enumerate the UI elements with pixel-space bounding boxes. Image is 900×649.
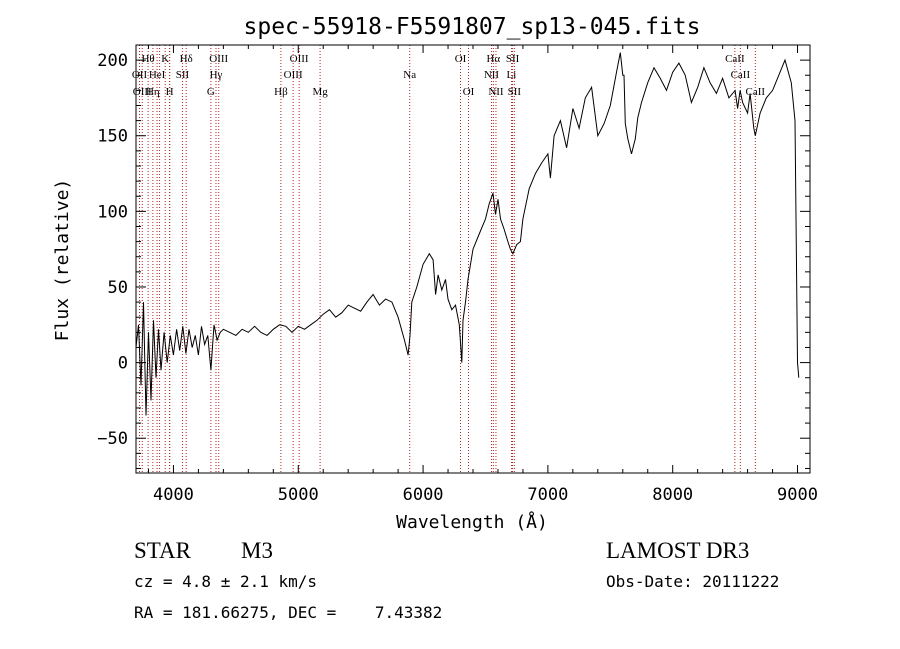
line-marker-label: NII bbox=[488, 86, 504, 98]
survey-name: LAMOST DR3 bbox=[606, 538, 750, 563]
line-marker-label: CaII bbox=[731, 69, 751, 81]
x-axis-label: Wavelength (Å) bbox=[396, 511, 548, 533]
line-marker-label: Na bbox=[403, 69, 416, 81]
x-tick-label: 5000 bbox=[278, 485, 319, 505]
chart-title: spec-55918-F5591807_sp13-045.fits bbox=[244, 14, 701, 40]
y-axis: −50 0 50 100 150 200 bbox=[97, 44, 810, 469]
line-marker-label: H bbox=[166, 86, 174, 98]
line-marker-label: CaII bbox=[746, 86, 766, 98]
x-tick-label: 9000 bbox=[777, 485, 818, 505]
line-marker-label: CaII bbox=[725, 53, 745, 65]
line-marker-label: NII bbox=[484, 69, 500, 81]
line-marker-label: Hα bbox=[486, 53, 500, 65]
line-marker-label: SII bbox=[508, 86, 522, 98]
line-marker-label: OIII bbox=[209, 53, 228, 65]
line-marker-label: OIII bbox=[290, 53, 309, 65]
line-markers bbox=[138, 45, 756, 473]
line-marker-label: HeI bbox=[149, 69, 166, 81]
y-tick-label: 100 bbox=[97, 202, 128, 222]
x-tick-label: 8000 bbox=[652, 485, 693, 505]
y-tick-label: 50 bbox=[108, 278, 128, 298]
line-marker-label: G bbox=[207, 86, 215, 98]
x-tick-label: 7000 bbox=[527, 485, 568, 505]
spectrum-line bbox=[135, 52, 800, 416]
x-axis: 4000 5000 6000 7000 8000 9000 bbox=[147, 45, 818, 505]
x-tick-label: 4000 bbox=[153, 485, 194, 505]
line-marker-label: Hβ bbox=[274, 86, 288, 98]
y-axis-label: Flux (relative) bbox=[52, 179, 73, 342]
y-tick-label: 150 bbox=[97, 127, 128, 147]
line-marker-label: SII bbox=[176, 69, 190, 81]
line-marker-label: OI bbox=[455, 53, 467, 65]
star-class: STAR bbox=[134, 538, 191, 563]
line-marker-label: Hθ bbox=[141, 53, 154, 65]
y-tick-label: 200 bbox=[97, 51, 128, 71]
star-subclass: M3 bbox=[241, 538, 273, 563]
line-marker-label: K bbox=[161, 53, 169, 65]
redshift-readout: cz = 4.8 ± 2.1 km/s bbox=[134, 572, 318, 591]
y-tick-label: 0 bbox=[118, 354, 128, 374]
line-marker-label: Hδ bbox=[180, 53, 193, 65]
line-marker-label: OIII bbox=[133, 86, 152, 98]
line-marker-label: Hη bbox=[146, 86, 160, 98]
plot-frame bbox=[135, 44, 811, 474]
line-marker-label: Hγ bbox=[210, 69, 223, 81]
line-marker-label: OIII bbox=[284, 69, 303, 81]
x-tick-label: 6000 bbox=[403, 485, 444, 505]
obs-date: Obs-Date: 20111222 bbox=[606, 572, 780, 591]
line-marker-label: Mg bbox=[312, 86, 328, 98]
line-marker-labels: OIIOIIIHθHηHeIKHSIIHδGHγOIIIHβOIIIOIIIMg… bbox=[132, 53, 766, 98]
line-marker-label: Li bbox=[507, 69, 517, 81]
line-marker-label: OI bbox=[463, 86, 475, 98]
line-marker-label: SII bbox=[506, 53, 520, 65]
y-tick-label: −50 bbox=[97, 429, 128, 449]
ra-dec-readout: RA = 181.66275, DEC = 7.43382 bbox=[134, 603, 443, 622]
